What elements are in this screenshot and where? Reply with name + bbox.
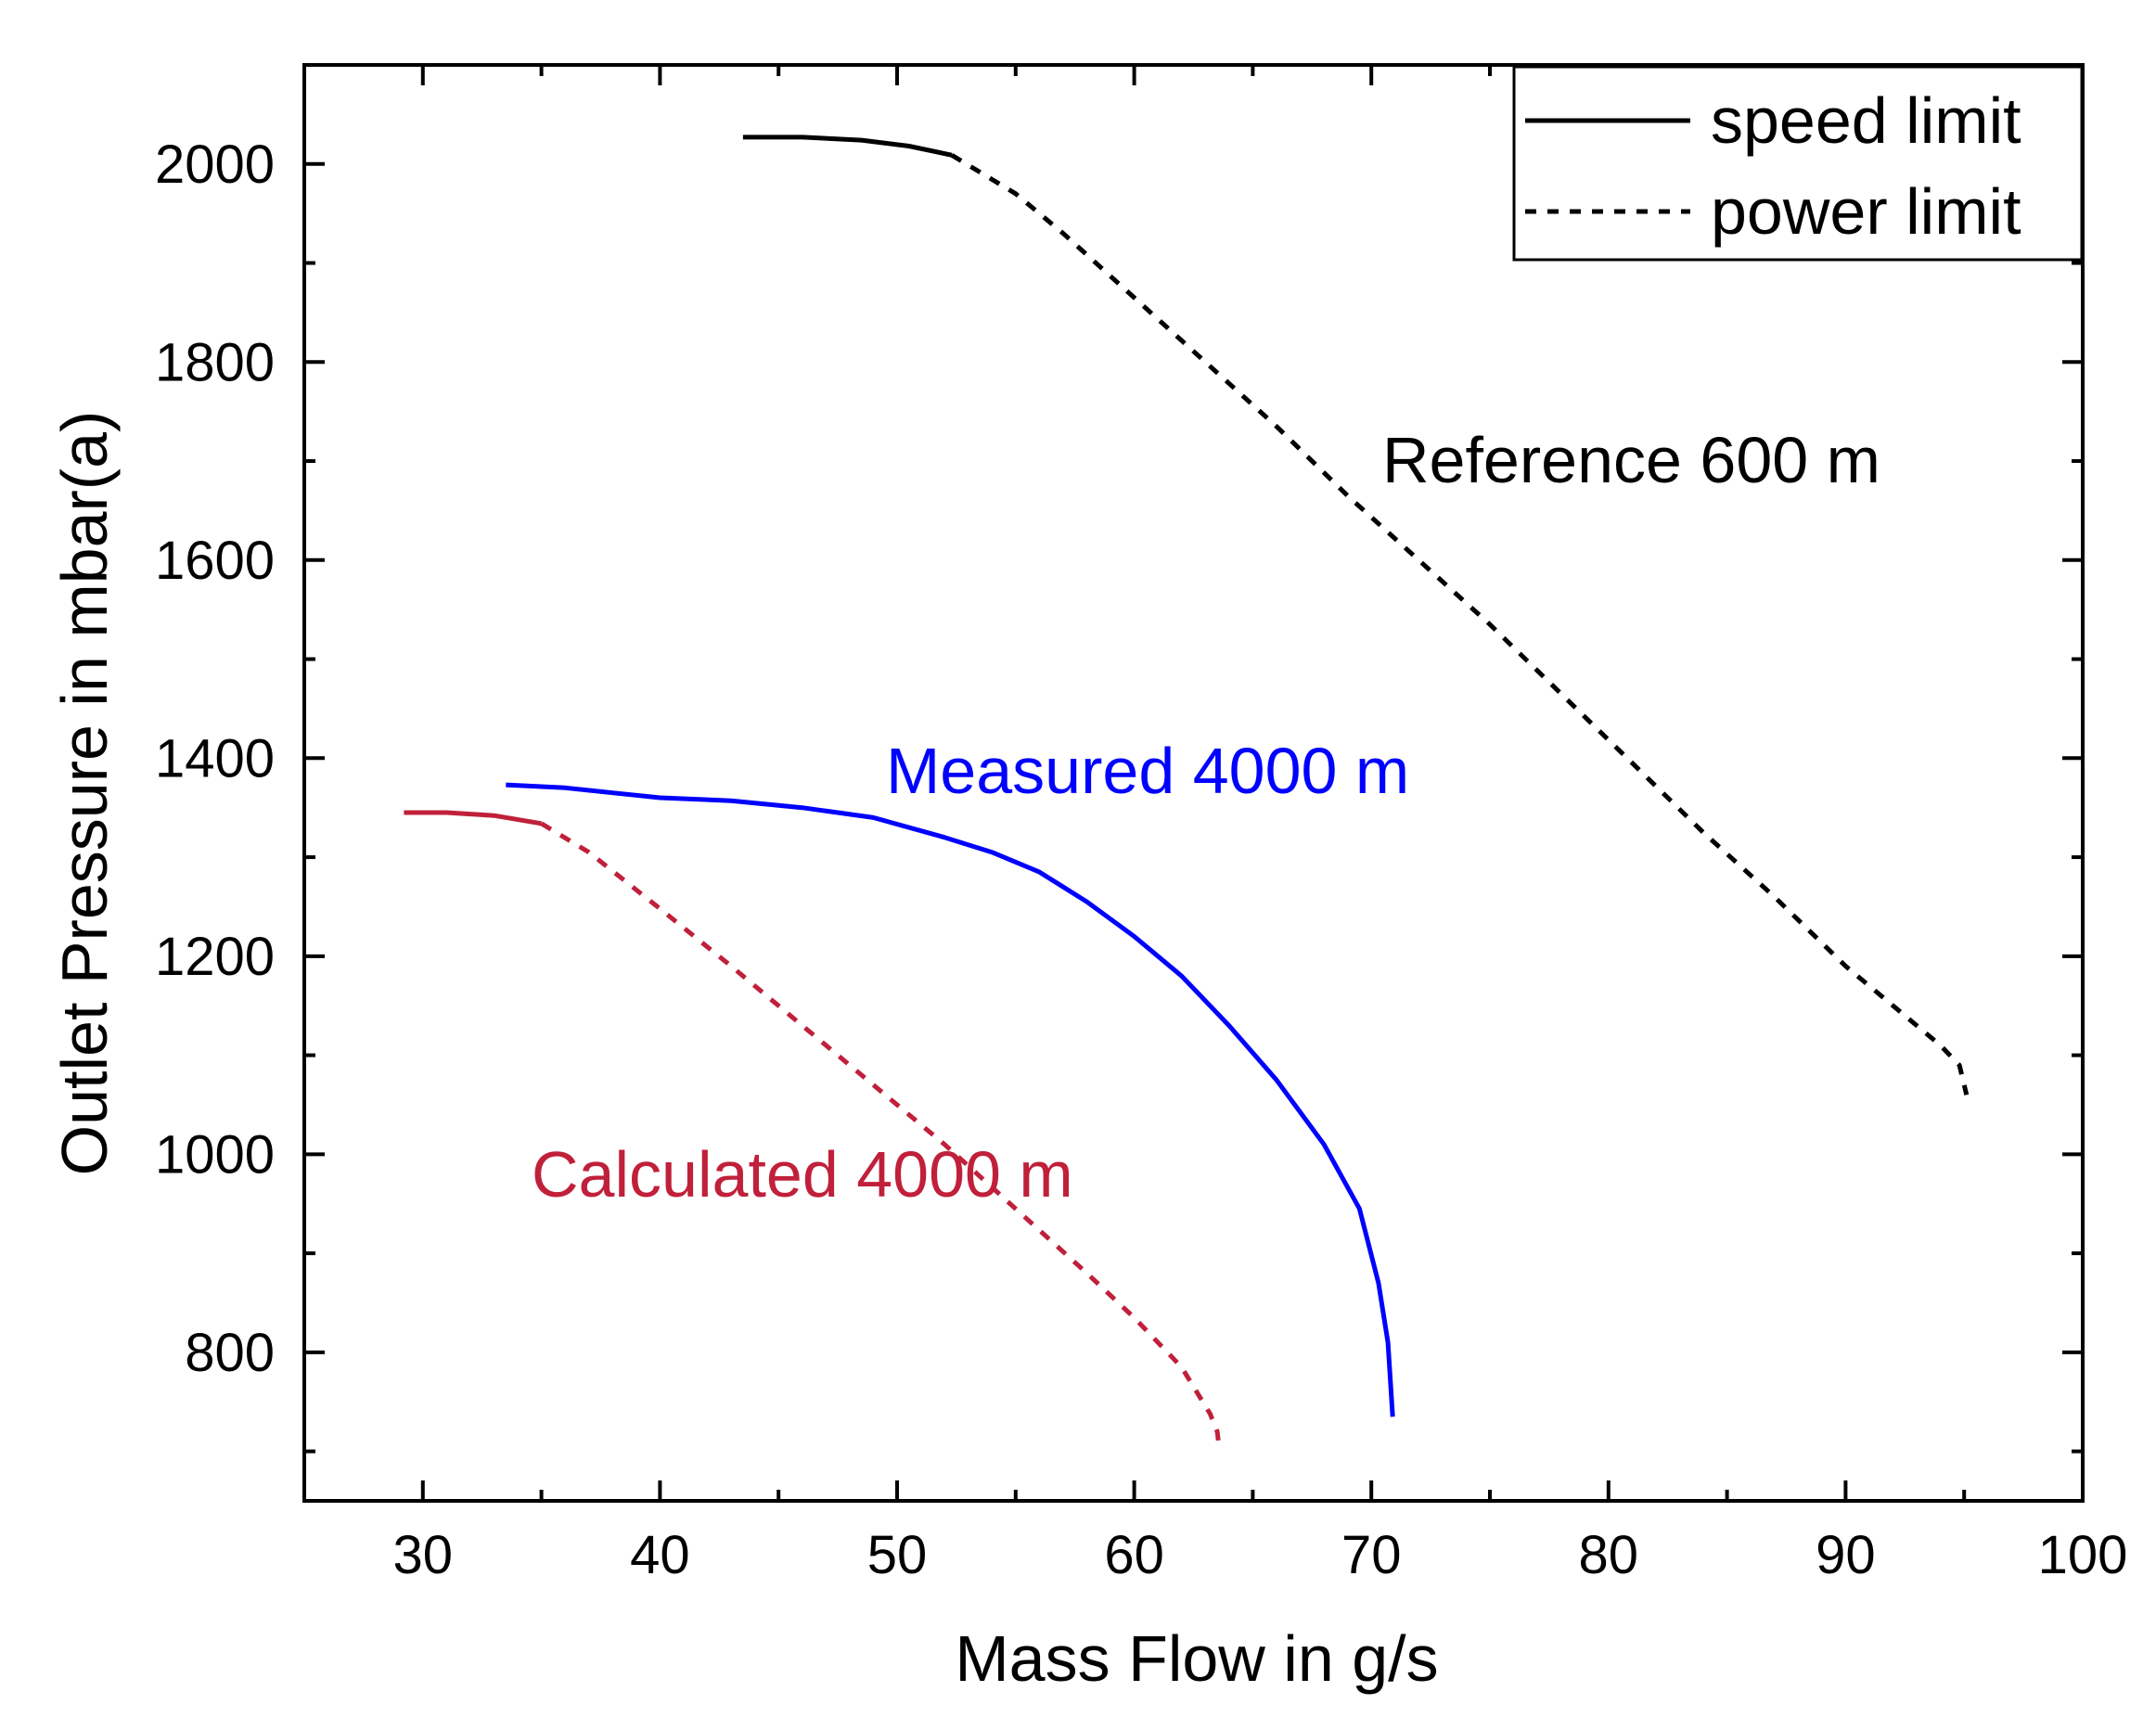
x-tick-label: 80 — [1579, 1525, 1639, 1585]
y-tick-label: 1400 — [155, 728, 275, 788]
y-tick-label: 1000 — [155, 1124, 275, 1185]
y-axis-title: Outlet Pressure in mbar(a) — [48, 411, 121, 1176]
plot-frame — [302, 63, 2085, 1503]
x-tick-label: 90 — [1816, 1525, 1876, 1585]
x-tick-label: 50 — [867, 1525, 928, 1585]
x-tick-label: 40 — [630, 1525, 690, 1585]
legend-box — [1512, 65, 2084, 262]
legend-label: speed limit — [1711, 84, 2021, 157]
legend-label: power limit — [1711, 175, 2021, 248]
x-axis-title: Mass Flow in g/s — [955, 1622, 1438, 1695]
series-line-3 — [404, 810, 543, 826]
annotation-1: Measured 4000 m — [886, 735, 1409, 807]
y-tick-label: 1200 — [155, 927, 275, 987]
series-line-1 — [950, 153, 1970, 1096]
x-tick-label: 100 — [2038, 1525, 2128, 1585]
x-tick-label: 60 — [1104, 1525, 1164, 1585]
x-tick-label: 30 — [393, 1525, 454, 1585]
y-tick-label: 800 — [185, 1323, 275, 1383]
series-line-4 — [540, 821, 1223, 1452]
annotation-2: Calculated 4000 m — [532, 1138, 1073, 1211]
y-tick-label: 1800 — [155, 332, 275, 392]
y-tick-label: 1600 — [155, 531, 275, 591]
y-tick-label: 2000 — [155, 135, 275, 195]
x-tick-label: 70 — [1341, 1525, 1402, 1585]
series-line-0 — [742, 135, 953, 158]
annotation-0: Reference 600 m — [1382, 424, 1880, 496]
series-line-2 — [506, 782, 1395, 1417]
